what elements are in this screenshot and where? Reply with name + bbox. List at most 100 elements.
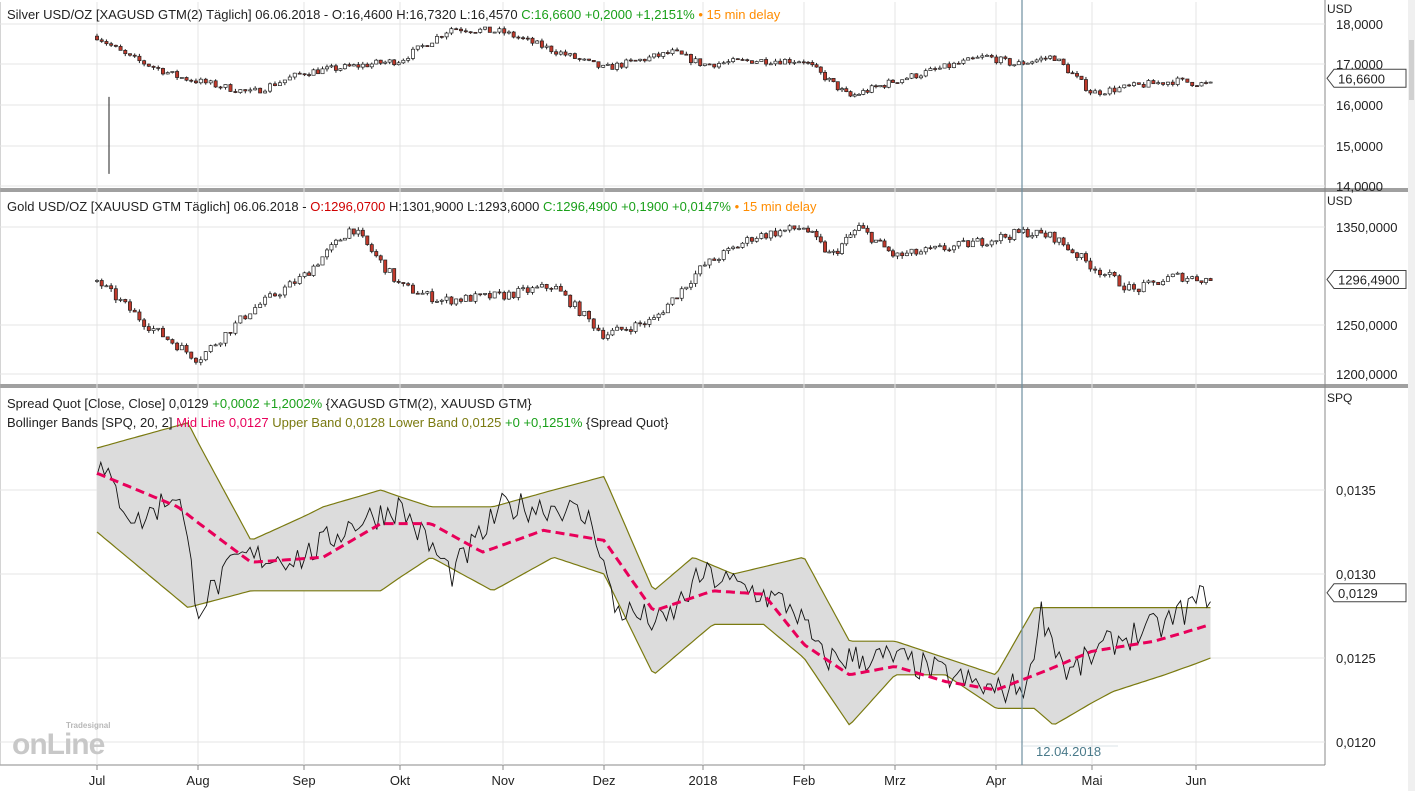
silver-candle: [539, 40, 544, 48]
gold-candle: [806, 227, 811, 233]
gold-candle: [248, 313, 253, 320]
silver-candle: [670, 49, 675, 54]
gold-candle: [1195, 276, 1199, 282]
spread-unit-label: SPQ: [1327, 391, 1352, 405]
silver-candle: [342, 64, 347, 70]
gold-candle: [735, 246, 740, 249]
y-tick-label: 18,0000: [1336, 17, 1383, 32]
silver-candle: [351, 64, 356, 67]
silver-candle: [365, 63, 370, 68]
silver-candle: [1165, 81, 1170, 85]
silver-candle: [1025, 62, 1030, 65]
gold-candle: [909, 248, 914, 254]
gold-candle: [118, 299, 123, 301]
silver-candle: [151, 65, 156, 68]
gold-candle: [792, 225, 797, 230]
gold-candle: [307, 272, 312, 276]
x-tick-label: Nov: [491, 773, 515, 788]
silver-candle: [258, 87, 263, 94]
silver-candle: [430, 42, 435, 47]
crosshair-date-label: 12.04.2018: [1036, 744, 1101, 759]
gold-candle: [258, 303, 263, 308]
gold-candle: [835, 250, 840, 254]
silver-candle: [320, 68, 325, 75]
gold-candle: [605, 334, 610, 339]
silver-candle: [104, 41, 109, 45]
silver-candle: [891, 79, 895, 83]
logo-top-text: Tradesignal: [66, 721, 110, 730]
x-tick-label: Jul: [89, 773, 106, 788]
silver-delay: • 15 min delay: [698, 7, 781, 22]
gold-candle: [142, 319, 147, 327]
silver-candle: [848, 91, 853, 97]
tradesignal-logo: Tradesignal onLine: [12, 721, 110, 758]
bollinger-source: {Spread Quot}: [586, 415, 669, 430]
gold-last-price-tag-text: 1296,4900: [1338, 272, 1399, 287]
gold-candle: [292, 281, 297, 284]
silver-candle: [268, 83, 272, 92]
y-tick-label: 1350,0000: [1336, 220, 1397, 235]
gold-candle: [985, 244, 989, 247]
silver-candle: [179, 77, 184, 79]
silver-candle: [435, 36, 439, 44]
gold-candle: [882, 240, 887, 248]
x-tick-label: 2018: [689, 773, 718, 788]
gold-candle: [831, 250, 836, 253]
gold-candle: [638, 322, 643, 325]
silver-candle: [735, 58, 740, 61]
gold-candle: [1185, 278, 1190, 282]
gold-candle: [610, 329, 615, 336]
gold-candle: [521, 287, 526, 290]
silver-candle: [161, 68, 165, 75]
silver-candle: [684, 53, 689, 56]
gold-candle: [721, 250, 726, 260]
silver-candle: [577, 58, 582, 60]
gold-candle: [1025, 229, 1030, 238]
gold-candle: [919, 251, 923, 255]
silver-candle: [411, 48, 415, 59]
silver-candle: [449, 28, 454, 34]
silver-candle: [1088, 90, 1093, 94]
silver-candle: [642, 58, 647, 62]
silver-candle: [698, 58, 703, 66]
gold-candle: [128, 301, 132, 311]
gold-candle: [253, 307, 258, 315]
silver-candle: [787, 59, 792, 64]
gold-candle: [369, 244, 374, 252]
silver-candle: [745, 59, 750, 62]
silver-candle: [383, 61, 388, 64]
x-tick-label: Feb: [793, 773, 815, 788]
bollinger-upper: Upper Band 0,0128: [272, 415, 386, 430]
silver-candle: [156, 67, 161, 69]
gold-candle: [156, 327, 161, 330]
gold-candle: [1043, 232, 1048, 238]
gold-candle: [823, 241, 827, 253]
bollinger-change: +0 +0,1251%: [505, 415, 583, 430]
silver-candle: [726, 61, 731, 64]
gold-candle: [1180, 272, 1185, 282]
gold-candle: [435, 300, 439, 303]
gold-candle: [1156, 281, 1161, 286]
silver-candle: [406, 58, 411, 61]
gold-candle: [194, 357, 198, 363]
silver-candle: [444, 32, 449, 38]
gold-candle: [223, 332, 228, 344]
gold-candle: [652, 317, 656, 320]
gold-candle: [302, 272, 307, 277]
gold-candle: [647, 318, 652, 325]
gold-candle: [1208, 278, 1213, 281]
gold-candle: [161, 327, 165, 338]
silver-candle: [919, 75, 923, 79]
gold-candle: [688, 283, 693, 288]
silver-header: Silver USD/OZ [XAGUSD GTM(2) Täglich] 06…: [7, 7, 780, 22]
silver-candle: [478, 28, 483, 33]
silver-candle: [914, 73, 919, 79]
silver-candle: [1122, 84, 1127, 89]
bollinger-title: Bollinger Bands [SPQ, 20, 2]: [7, 415, 173, 430]
silver-candle: [146, 63, 151, 67]
gold-candle: [810, 230, 815, 233]
silver-candle: [857, 94, 861, 96]
silver-candle: [175, 71, 180, 78]
